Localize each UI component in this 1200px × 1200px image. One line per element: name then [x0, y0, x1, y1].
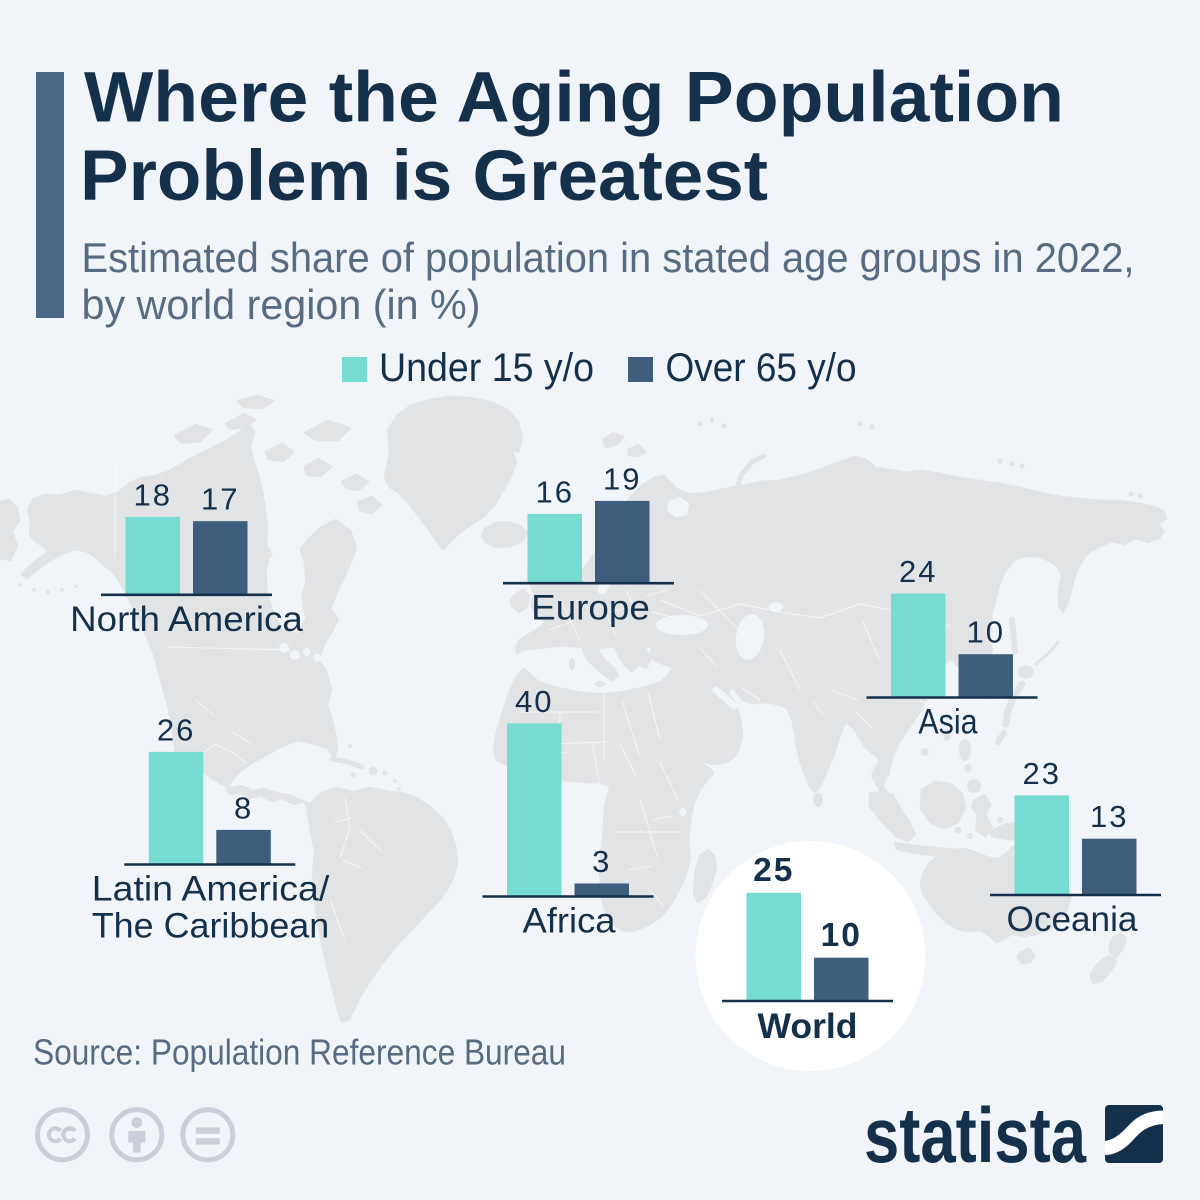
svg-text:statista: statista	[864, 1091, 1086, 1179]
svg-text:Oceania: Oceania	[1007, 900, 1139, 939]
svg-text:Source: Population Reference B: Source: Population Reference Bureau	[33, 1031, 566, 1072]
svg-text:Under 15 y/o: Under 15 y/o	[379, 346, 594, 390]
svg-text:The Caribbean: The Caribbean	[92, 907, 330, 946]
svg-text:24: 24	[899, 554, 937, 589]
svg-text:Estimated share of population: Estimated share of population in stated …	[82, 234, 1135, 281]
svg-text:by world region (in %): by world region (in %)	[82, 281, 481, 328]
svg-text:Europe: Europe	[531, 588, 650, 627]
svg-text:26: 26	[157, 712, 195, 747]
svg-text:16: 16	[536, 474, 574, 509]
svg-text:10: 10	[821, 917, 862, 954]
svg-text:Problem is Greatest: Problem is Greatest	[80, 137, 768, 216]
svg-text:23: 23	[1023, 756, 1061, 791]
svg-text:3: 3	[592, 844, 611, 879]
svg-text:19: 19	[603, 461, 641, 496]
svg-text:10: 10	[967, 615, 1005, 650]
svg-text:40: 40	[515, 684, 553, 719]
svg-text:25: 25	[753, 852, 794, 889]
svg-text:8: 8	[234, 790, 253, 825]
svg-text:13: 13	[1090, 799, 1128, 834]
svg-text:Where the Aging Population: Where the Aging Population	[84, 58, 1064, 137]
svg-text:North America: North America	[70, 600, 303, 639]
svg-text:Asia: Asia	[918, 703, 978, 742]
svg-text:18: 18	[134, 477, 172, 512]
svg-text:Latin America/: Latin America/	[92, 870, 330, 909]
svg-text:World: World	[758, 1007, 858, 1046]
svg-text:17: 17	[201, 482, 239, 517]
svg-text:Over 65 y/o: Over 65 y/o	[666, 346, 857, 390]
svg-text:Africa: Africa	[523, 902, 617, 941]
